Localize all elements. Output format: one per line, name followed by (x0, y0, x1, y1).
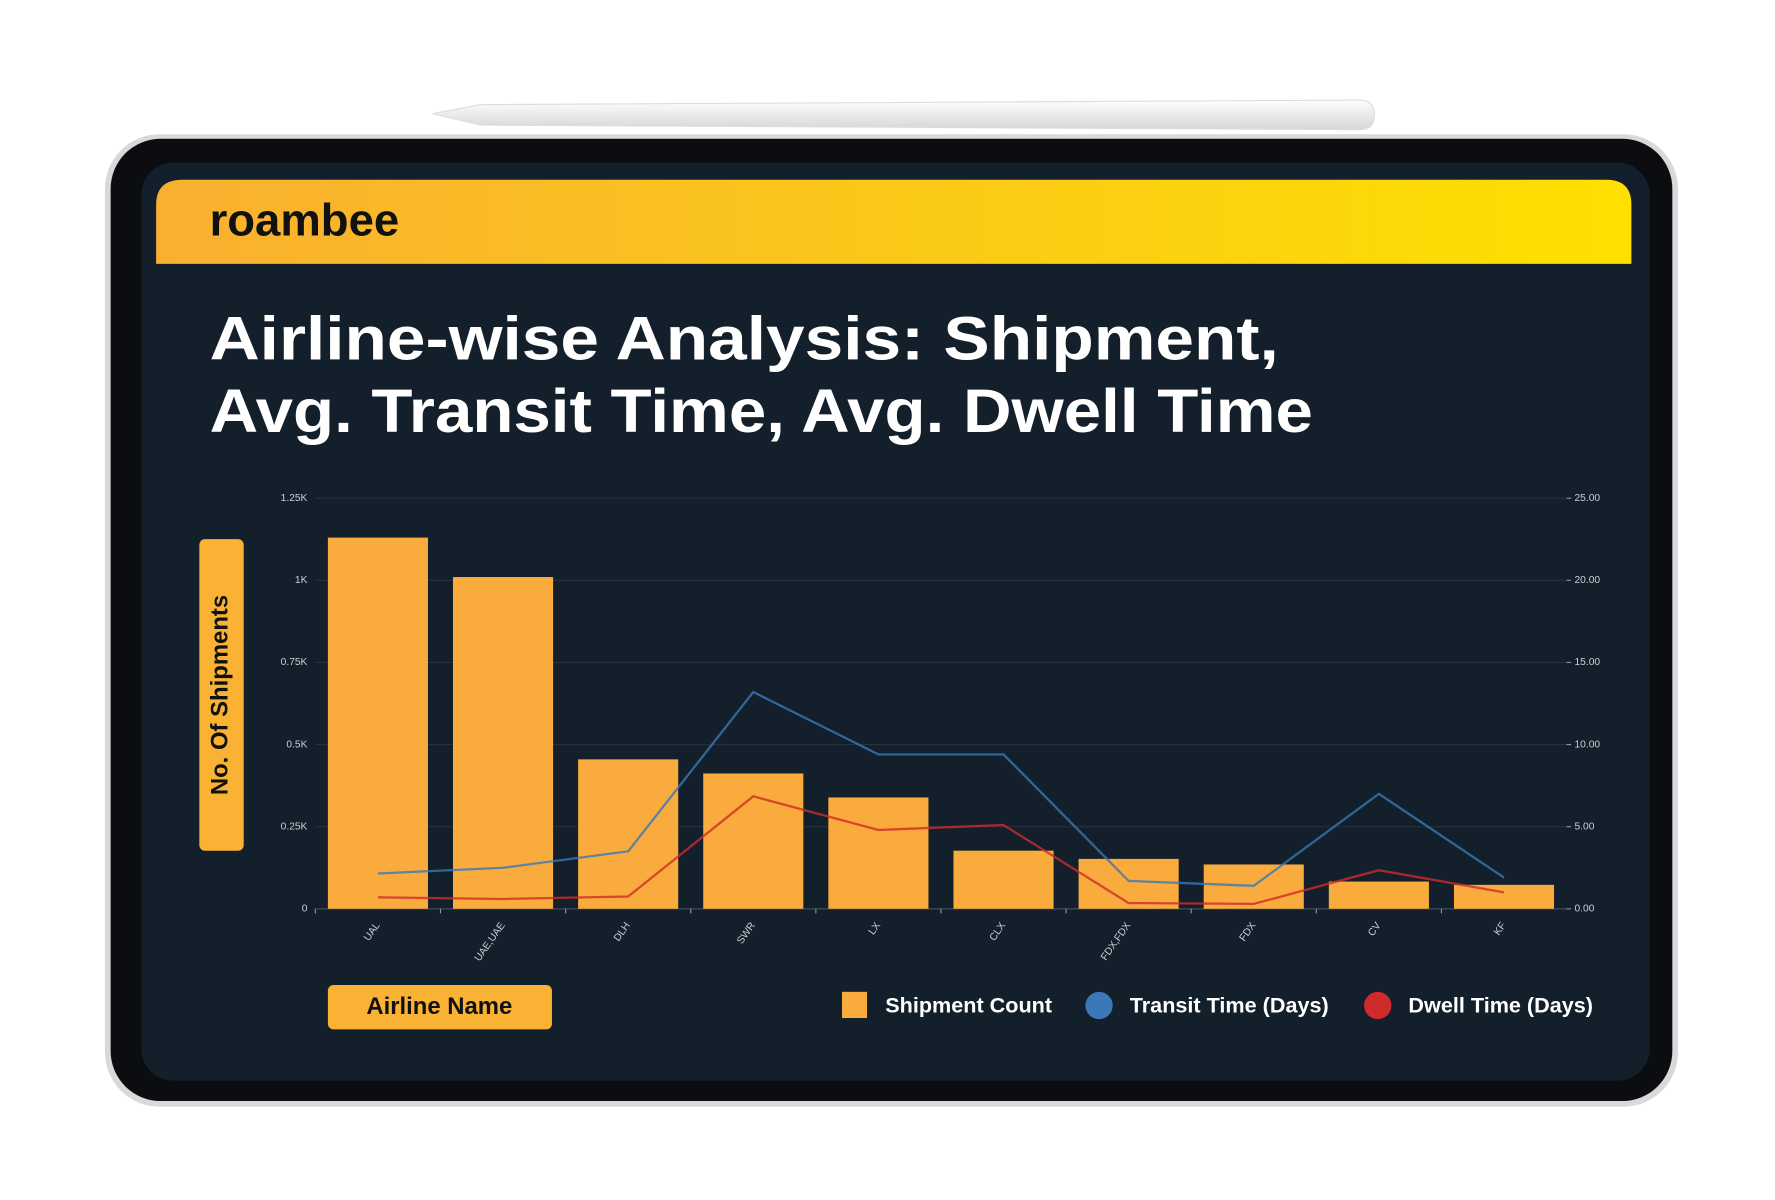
y2-tick-label: 20.00 (1575, 575, 1601, 586)
y-tick-label: 1K (295, 575, 308, 586)
line-series (377, 690, 1505, 887)
y2-tick-label: 25.00 (1575, 493, 1601, 504)
legend-label: Shipment Count (885, 992, 1052, 1017)
x-axis-label: Airline Name (366, 993, 512, 1020)
x-label-box (327, 985, 552, 1030)
legend-swatch (842, 991, 868, 1019)
y-tick-label: 1.25K (281, 493, 308, 504)
y-label-box (199, 539, 244, 851)
y2-tick-label: 0.00 (1575, 904, 1595, 915)
header-bar (156, 179, 1632, 264)
bar (703, 773, 804, 909)
bar (1328, 881, 1429, 909)
bar (828, 797, 929, 909)
brand-logo: roambee (210, 194, 400, 245)
pencil (432, 99, 1375, 131)
bar (452, 577, 554, 909)
bar (1453, 884, 1555, 909)
legend-label: Transit Time (Days) (1130, 992, 1329, 1017)
chart-title: Avg. Transit Time, Avg. Dwell Time (210, 377, 1313, 446)
bar (578, 759, 679, 909)
chart-title: Airline-wise Analysis: Shipment, (210, 304, 1279, 373)
bar (953, 850, 1054, 909)
legend-label: Dwell Time (Days) (1408, 992, 1593, 1017)
legend-swatch (1085, 991, 1113, 1020)
bar (327, 537, 428, 909)
y-tick-label: 0.75K (281, 657, 308, 668)
y-tick-label: 0 (302, 904, 308, 915)
y-axis-label: No. Of Shipments (206, 595, 233, 795)
y-tick-label: 0.5K (286, 739, 307, 750)
bar (1078, 858, 1179, 909)
line-series (377, 795, 1505, 906)
y2-tick-label: 5.00 (1575, 821, 1595, 832)
y2-tick-label: 15.00 (1575, 657, 1601, 668)
y-tick-label: 0.25K (281, 821, 308, 832)
y2-tick-label: 10.00 (1575, 739, 1601, 750)
legend-swatch (1364, 991, 1392, 1020)
